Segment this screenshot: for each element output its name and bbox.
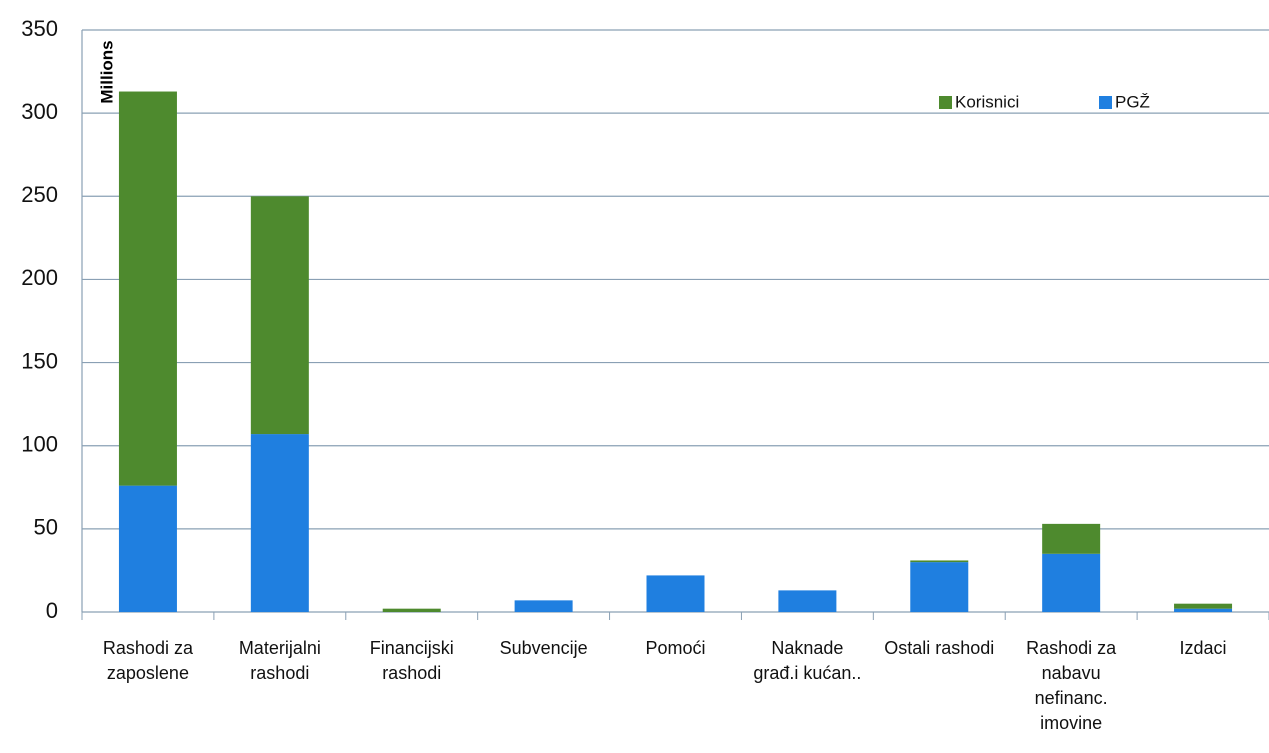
bar-segment bbox=[118, 91, 177, 486]
x-tick-label: Subvencije bbox=[499, 638, 588, 658]
y-tick-label: 0 bbox=[46, 598, 58, 623]
bar-segment bbox=[514, 600, 573, 612]
bar-segment bbox=[1174, 603, 1233, 609]
bar-segment bbox=[778, 590, 837, 612]
legend-label: PGŽ bbox=[1115, 92, 1150, 111]
x-tick-label: Izdaci bbox=[1179, 638, 1227, 658]
bar-segment bbox=[382, 608, 441, 612]
bar-segment bbox=[118, 485, 177, 612]
x-tick-label: Naknade građ.i kućan.. bbox=[753, 638, 862, 683]
bar-segment bbox=[250, 196, 309, 435]
y-tick-label: 200 bbox=[21, 265, 58, 290]
legend-swatch bbox=[1099, 96, 1112, 109]
bar-segment bbox=[1174, 608, 1233, 612]
bar-segment bbox=[910, 560, 969, 563]
x-tick-label: Rashodi za zaposlene bbox=[102, 638, 193, 683]
y-tick-label: 300 bbox=[21, 99, 58, 124]
y-tick-label: 250 bbox=[21, 182, 58, 207]
y-tick-label: 350 bbox=[21, 16, 58, 41]
legend-label: Korisnici bbox=[955, 92, 1019, 111]
x-tick-label: Materijalni rashodi bbox=[238, 638, 321, 683]
x-tick-label: Financijski rashodi bbox=[369, 638, 454, 683]
x-tick-label: Rashodi za nabavu nefinanc. imovine bbox=[1026, 638, 1117, 733]
bar-segment bbox=[910, 562, 969, 612]
bar-segment bbox=[646, 575, 705, 612]
y-tick-label: 150 bbox=[21, 348, 58, 373]
x-tick-label: Ostali rashodi bbox=[884, 638, 995, 658]
bar-segment bbox=[250, 434, 309, 612]
legend-swatch bbox=[939, 96, 952, 109]
y-tick-label: 100 bbox=[21, 432, 58, 457]
y-tick-label: 50 bbox=[34, 515, 58, 540]
x-tick-label: Pomoći bbox=[645, 638, 706, 658]
bar-segment bbox=[1042, 553, 1101, 612]
bar-segment bbox=[1042, 523, 1101, 554]
y-axis-label: Millions bbox=[97, 40, 116, 103]
